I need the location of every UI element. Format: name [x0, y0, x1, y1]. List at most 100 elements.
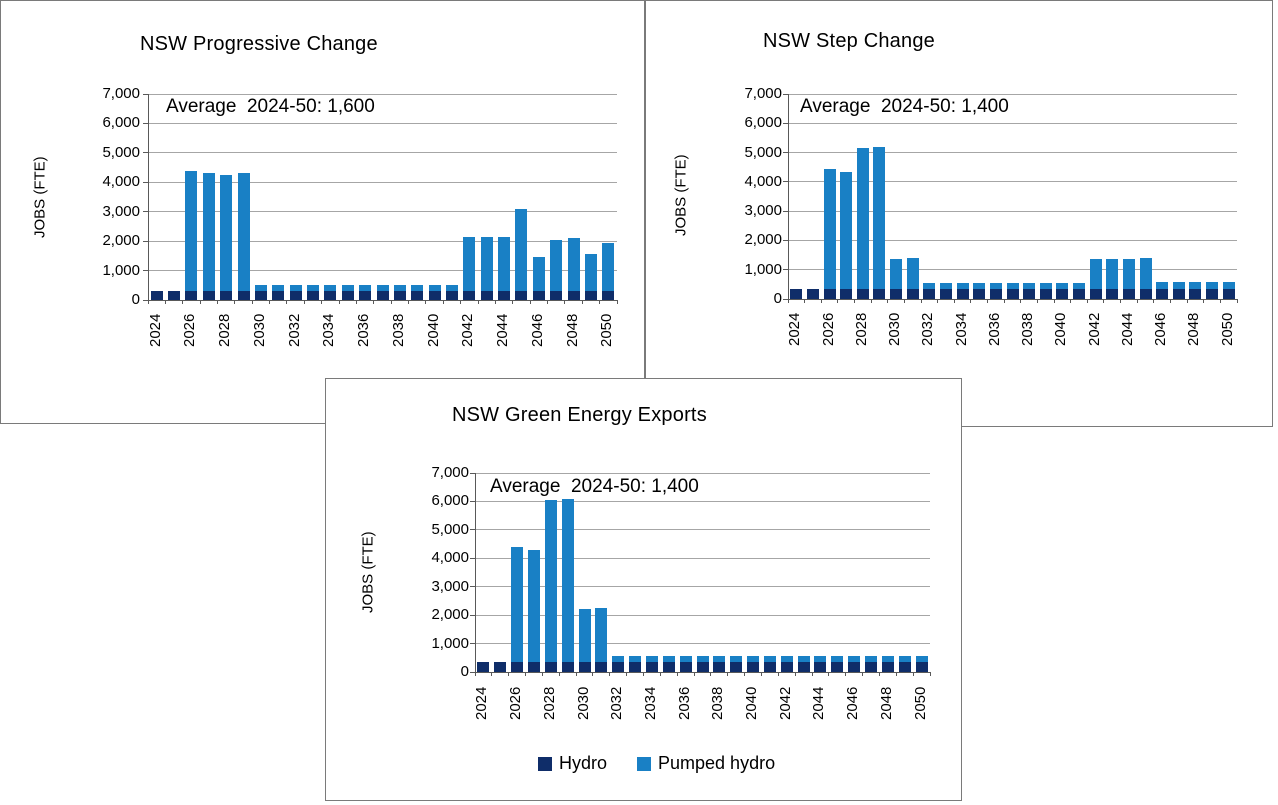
average-annotation-progressive-change: Average 2024-50: 1,600: [166, 96, 375, 117]
x-tick-label: 2042: [459, 313, 477, 347]
x-axis-tick: [970, 299, 972, 303]
hydro-bar-segment: [477, 662, 490, 672]
x-tick-label: 2042: [776, 686, 794, 720]
y-axis-title-progressive-change: JOBS (FTE): [31, 156, 49, 238]
x-axis-tick: [1186, 299, 1188, 303]
y-tick-label: 2,000: [102, 232, 140, 250]
pumped-hydro-bar-segment: [1089, 259, 1102, 290]
x-tick-label: 2044: [810, 686, 828, 720]
x-axis-tick: [512, 300, 514, 304]
hydro-bar-segment: [612, 662, 625, 672]
x-axis-tick: [303, 300, 305, 304]
y-tick-label: 4,000: [431, 549, 469, 567]
pumped-hydro-bar-segment: [823, 168, 836, 290]
y-tick-label: 7,000: [431, 464, 469, 481]
hydro-bar-segment: [823, 289, 836, 299]
pumped-hydro-bar-segment: [445, 285, 458, 292]
x-axis-tick: [575, 672, 577, 676]
hydro-bar-segment: [848, 662, 861, 672]
y-axis-tick: [783, 239, 788, 241]
hydro-bar-segment: [730, 662, 743, 672]
chart-title-progressive-change: NSW Progressive Change: [140, 33, 378, 55]
x-axis-tick: [854, 299, 856, 303]
hydro-bar-segment: [1006, 289, 1019, 299]
pumped-hydro-bar-segment: [324, 285, 337, 292]
x-axis-tick: [558, 672, 560, 676]
x-axis-tick: [828, 672, 830, 676]
hydro-bar-segment: [595, 662, 608, 672]
y-tick-label: 1,000: [431, 634, 469, 652]
x-axis-tick: [269, 300, 271, 304]
x-axis-tick: [777, 672, 779, 676]
x-axis-tick: [953, 299, 955, 303]
chart-title-green-energy-exports: NSW Green Energy Exports: [452, 404, 707, 426]
pumped-hydro-bar-segment: [578, 609, 591, 663]
x-axis-tick: [477, 300, 479, 304]
x-tick-label: 2044: [1118, 312, 1136, 346]
x-axis-tick: [862, 672, 864, 676]
x-axis-tick: [760, 672, 762, 676]
hydro-bar-segment: [498, 291, 511, 300]
pumped-hydro-bar-segment: [602, 242, 615, 292]
x-axis-tick: [744, 672, 746, 676]
y-axis-line: [147, 94, 149, 300]
pumped-hydro-bar-segment: [989, 282, 1002, 290]
x-axis-tick: [676, 672, 678, 676]
hydro-bar-segment: [662, 662, 675, 672]
pumped-hydro-bar-segment: [873, 146, 886, 290]
pumped-hydro-bar-segment: [480, 236, 493, 292]
y-axis-tick: [783, 93, 788, 95]
pumped-hydro-bar-segment: [898, 655, 911, 663]
y-axis-title-step-change: JOBS (FTE): [672, 154, 690, 236]
x-tick-label: 2036: [355, 313, 373, 347]
y-axis-tick: [470, 529, 475, 531]
gridline: [788, 122, 1237, 124]
pumped-hydro-bar-segment: [856, 148, 869, 290]
pumped-hydro-bar-segment: [956, 282, 969, 290]
pumped-hydro-bar-segment: [527, 549, 540, 663]
hydro-bar-segment: [790, 288, 803, 299]
y-axis-tick: [143, 299, 148, 301]
hydro-bar-segment: [797, 662, 810, 672]
hydro-bar-segment: [814, 662, 827, 672]
hydro-bar-segment: [307, 291, 320, 300]
pumped-hydro-bar-segment: [561, 498, 574, 663]
pumped-hydro-bar-segment: [747, 655, 760, 663]
x-axis-tick: [929, 672, 931, 676]
x-tick-label: 2030: [250, 313, 268, 347]
hydro-bar-segment: [645, 662, 658, 672]
hydro-bar-segment: [1222, 289, 1235, 299]
pumped-hydro-bar-segment: [865, 655, 878, 663]
pumped-hydro-bar-segment: [645, 655, 658, 663]
x-tick-label: 2032: [608, 686, 626, 720]
hydro-bar-segment: [220, 291, 233, 300]
pumped-hydro-bar-segment: [679, 655, 692, 663]
y-axis-tick: [143, 240, 148, 242]
x-axis-tick: [794, 672, 796, 676]
x-axis-tick: [887, 299, 889, 303]
x-axis-tick: [1153, 299, 1155, 303]
pumped-hydro-bar-segment: [220, 174, 233, 292]
x-axis-tick: [408, 300, 410, 304]
hydro-bar-segment: [696, 662, 709, 672]
y-axis-tick: [470, 671, 475, 673]
x-axis-tick: [1086, 299, 1088, 303]
pumped-hydro-bar-segment: [511, 546, 524, 663]
x-tick-label: 2024: [786, 312, 804, 346]
hydro-bar-segment: [1023, 289, 1036, 299]
pumped-hydro-bar-segment: [915, 655, 928, 663]
hydro-bar-segment: [923, 289, 936, 299]
pumped-hydro-bar-segment: [780, 655, 793, 663]
y-axis-tick: [143, 122, 148, 124]
x-axis-tick: [626, 672, 628, 676]
hydro-bar-segment: [1039, 289, 1052, 299]
pumped-hydro-bar-segment: [831, 655, 844, 663]
hydro-bar-segment: [168, 291, 181, 300]
pumped-hydro-bar-segment: [584, 254, 597, 292]
pumped-hydro-bar-segment: [1189, 282, 1202, 290]
pumped-hydro-bar-segment: [881, 655, 894, 663]
hydro-bar-segment: [915, 662, 928, 672]
pumped-hydro-bar-segment: [550, 239, 563, 292]
x-axis-tick: [321, 300, 323, 304]
x-axis-tick: [592, 672, 594, 676]
